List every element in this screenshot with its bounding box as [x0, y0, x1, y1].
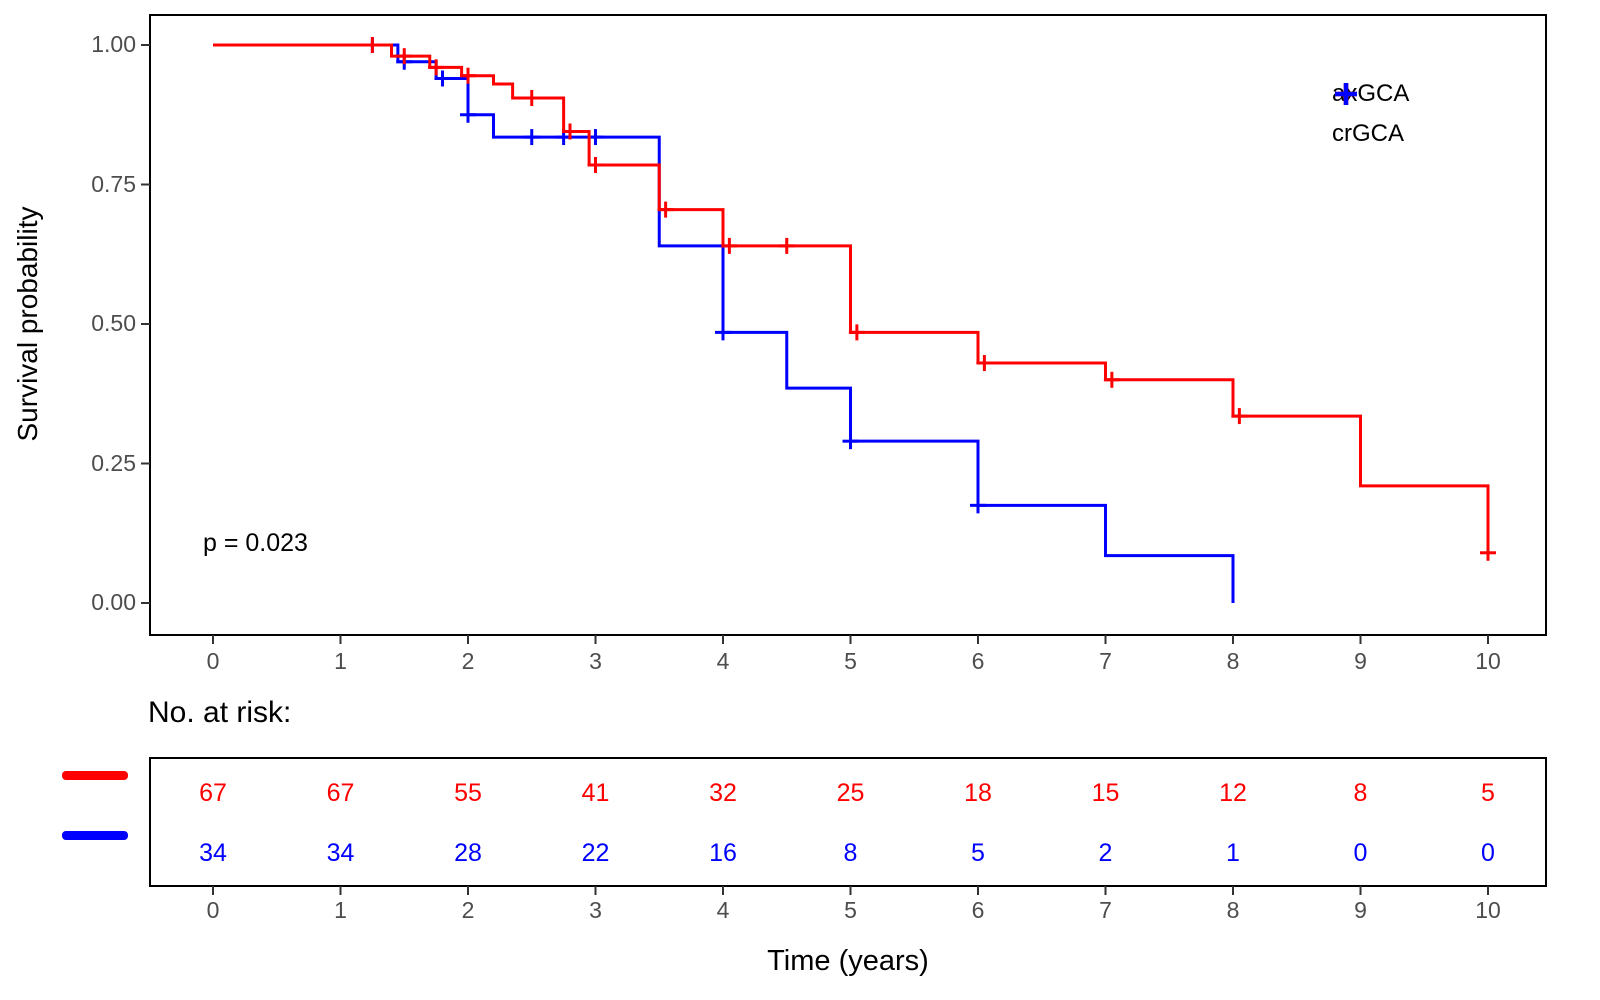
risk-tick-label: 5: [844, 897, 857, 923]
risk-count-crgca: 0: [1353, 839, 1368, 867]
risk-row-key-axgca: [62, 771, 128, 780]
risk-tick-label: 0: [206, 897, 220, 923]
risk-tick-label: 2: [461, 897, 475, 923]
risk-count-crgca: 34: [326, 839, 355, 867]
risk-count-axgca: 12: [1219, 779, 1247, 807]
x-tick-label: 10: [1475, 648, 1501, 674]
risk-row-key-crgca: [62, 831, 128, 840]
risk-tick-label: 8: [1226, 897, 1240, 923]
risk-count-axgca: 25: [836, 779, 865, 807]
risk-count-crgca: 1: [1226, 839, 1240, 867]
risk-count-crgca: 2: [1098, 839, 1113, 867]
risk-count-axgca: 67: [199, 779, 227, 807]
risk-count-axgca: 18: [964, 779, 992, 807]
risk-count-crgca: 34: [199, 839, 227, 867]
legend-item-crgca: crGCA: [1332, 83, 1409, 148]
x-tick-label: 6: [971, 648, 985, 674]
x-tick-label: 9: [1354, 648, 1367, 674]
x-tick-label: 0: [206, 648, 220, 674]
x-tick-label: 4: [716, 648, 730, 674]
survival-curve-crgca: [213, 43, 1235, 603]
risk-count-axgca: 32: [709, 779, 737, 807]
y-tick-label: 0.00: [91, 589, 136, 615]
y-tick-label: 0.25: [91, 449, 136, 476]
risk-count-axgca: 55: [454, 779, 482, 807]
legend-label-crgca: crGCA: [1332, 120, 1404, 147]
risk-tick-label: 4: [716, 897, 730, 923]
risk-table-title: No. at risk:: [148, 696, 292, 729]
risk-tick-label: 6: [971, 897, 985, 923]
risk-count-crgca: 0: [1481, 839, 1495, 867]
x-tick-label: 1: [334, 648, 347, 674]
x-tick-label: 3: [589, 648, 602, 674]
x-tick-label: 2: [461, 648, 475, 674]
risk-count-axgca: 67: [326, 779, 355, 807]
y-tick-label: 0.75: [91, 170, 136, 197]
y-tick-label: 0.50: [91, 310, 136, 336]
x-axis-title: Time (years): [767, 945, 929, 977]
legend: axGCA crGCA: [1332, 80, 1409, 148]
plus-marker-icon: [1335, 83, 1357, 105]
x-tick-label: 5: [844, 648, 857, 674]
risk-table-border: [149, 757, 1547, 887]
risk-tick-label: 1: [334, 897, 347, 923]
risk-count-crgca: 28: [454, 839, 482, 867]
x-tick-label: 8: [1226, 648, 1240, 674]
risk-count-axgca: 15: [1091, 779, 1120, 807]
risk-count-crgca: 5: [971, 839, 985, 867]
y-tick-label: 1.00: [91, 31, 136, 57]
risk-count-axgca: 8: [1353, 779, 1368, 807]
x-tick-label: 7: [1099, 648, 1112, 674]
risk-tick-label: 3: [589, 897, 602, 923]
p-value-label: p = 0.023: [203, 529, 308, 557]
risk-count-axgca: 5: [1481, 779, 1495, 807]
risk-tick-label: 10: [1475, 897, 1501, 923]
risk-tick-label: 9: [1354, 897, 1367, 923]
survival-curve-axgca: [213, 43, 1490, 553]
risk-count-crgca: 22: [581, 839, 610, 867]
risk-count-crgca: 8: [843, 839, 858, 867]
risk-count-crgca: 16: [709, 839, 737, 867]
risk-tick-label: 7: [1099, 897, 1112, 923]
risk-count-axgca: 41: [581, 779, 610, 807]
